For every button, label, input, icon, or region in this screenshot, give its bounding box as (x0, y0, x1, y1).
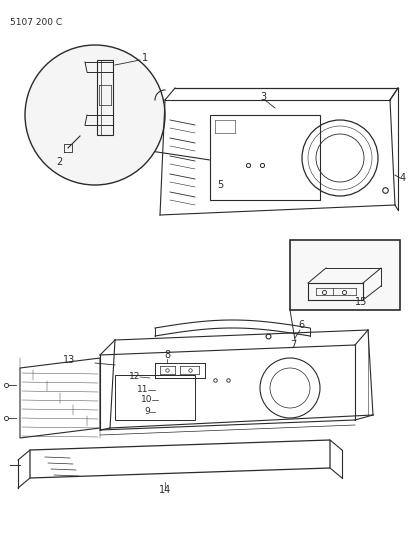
Text: 11: 11 (136, 385, 148, 394)
Bar (115, 375, 195, 420)
Text: 8: 8 (164, 350, 170, 360)
Text: 7: 7 (289, 340, 296, 350)
Text: 12: 12 (128, 373, 139, 382)
Text: 2: 2 (56, 157, 62, 167)
Bar (209, 115, 319, 200)
Text: 1: 1 (142, 53, 148, 63)
Text: 5: 5 (216, 180, 222, 190)
Text: 6: 6 (297, 320, 303, 330)
Text: 14: 14 (159, 485, 171, 495)
Text: 9: 9 (144, 408, 150, 416)
Bar (289, 240, 399, 310)
Text: 4: 4 (399, 173, 405, 183)
Text: 10: 10 (140, 395, 152, 405)
Text: 3: 3 (259, 92, 265, 102)
Circle shape (25, 45, 164, 185)
Text: 13: 13 (63, 355, 75, 365)
Text: 15: 15 (354, 297, 366, 307)
Text: 5107 200 C: 5107 200 C (10, 18, 62, 27)
